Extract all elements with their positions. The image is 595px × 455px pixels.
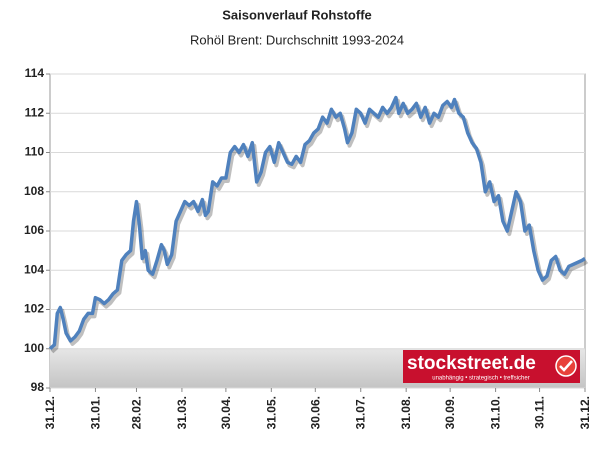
x-tick-label: 31.12. [43, 396, 57, 429]
logo-check [559, 360, 573, 372]
x-tick-label: 31.01. [88, 396, 102, 429]
x-tick-label: 31.08. [399, 396, 413, 429]
chart-subtitle: Rohöl Brent: Durchschnitt 1993-2024 [190, 32, 404, 47]
y-tick-label: 112 [25, 105, 45, 119]
y-tick-label: 114 [25, 66, 45, 80]
x-tick-label: 30.06. [308, 396, 322, 429]
x-tick-label: 31.12. [578, 396, 592, 429]
x-tick-label: 30.09. [443, 396, 457, 429]
x-tick-label: 30.04. [219, 396, 233, 429]
x-tick-label: 31.10. [489, 396, 503, 429]
y-tick-label: 106 [24, 223, 44, 237]
y-tick-label: 100 [24, 341, 44, 355]
y-tick-label: 110 [25, 145, 45, 159]
series-line [48, 95, 586, 351]
logo: stockstreet.de unabhängig • strategisch … [403, 350, 580, 383]
chart-title: Saisonverlauf Rohstoffe [222, 7, 372, 22]
x-tick-label: 30.11. [533, 396, 547, 429]
x-tick-label: 31.03. [175, 396, 189, 429]
logo-name: stockstreet.de [407, 353, 536, 374]
y-tick-label: 108 [24, 184, 44, 198]
x-tick-label: 31.05. [264, 396, 278, 429]
y-tick-label: 98 [31, 380, 45, 394]
logo-tagline: unabhängig • strategisch • treffsicher [432, 376, 529, 382]
x-tick-label: 28.02. [129, 396, 143, 429]
x-tick-label: 31.07. [354, 396, 368, 429]
y-tick-label: 102 [24, 302, 44, 316]
y-tick-label: 104 [24, 262, 44, 276]
logo-box [403, 350, 580, 383]
